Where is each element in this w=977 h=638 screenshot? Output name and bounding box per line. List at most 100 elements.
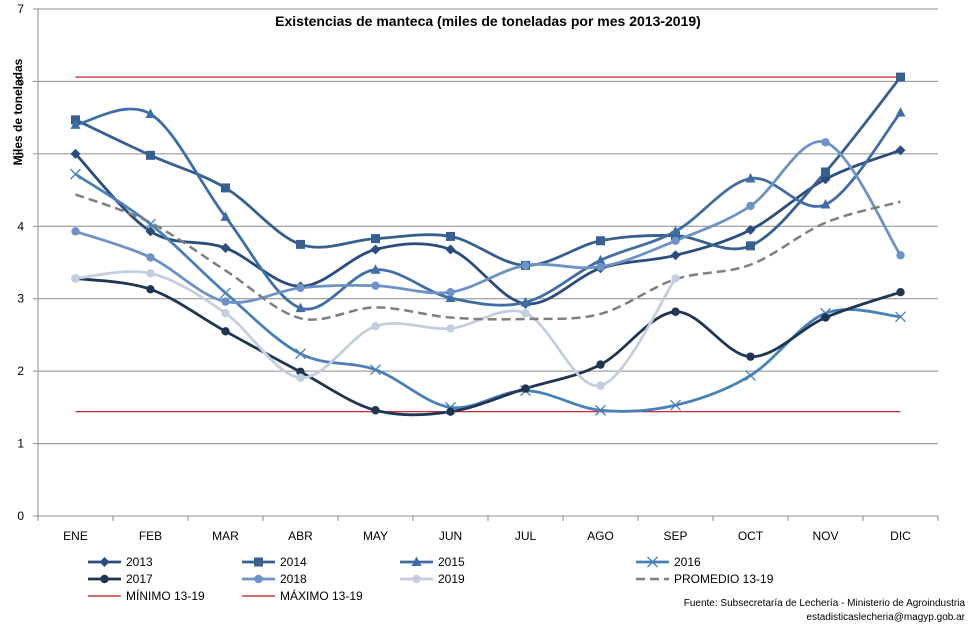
source-credit: Fuente: Subsecretaría de Lechería - Mini… [683, 598, 965, 609]
data-point-2019 [296, 373, 305, 382]
y-tick-label: 7 [17, 2, 24, 16]
legend-item-2017: 2017 [88, 572, 153, 586]
data-point-2016 [370, 364, 381, 376]
data-point-2017 [746, 352, 755, 361]
data-point-2017 [371, 406, 380, 415]
data-point-2014 [371, 234, 380, 244]
y-axis-label: Miles de toneladas [11, 58, 25, 165]
data-point-2013 [445, 244, 456, 255]
data-point-2015 [670, 225, 681, 236]
data-point-2019 [521, 309, 530, 318]
data-point-2014 [671, 231, 680, 241]
x-tick-label: JUL [515, 529, 537, 543]
series-line-2018 [75, 140, 902, 304]
data-point-2016 [145, 218, 156, 230]
y-tick-label: 6 [17, 74, 24, 88]
data-point-2018 [446, 287, 455, 297]
source-email: estadisticaslecheria@magyp.gob.ar [806, 612, 965, 623]
data-point-2016 [295, 348, 306, 360]
data-point-2019 [146, 269, 155, 278]
y-tick-label: 4 [17, 219, 24, 233]
data-point-2017 [896, 287, 905, 297]
x-tick-label: FEB [139, 529, 162, 543]
data-point-2015 [745, 172, 756, 183]
data-point-2014 [896, 72, 905, 82]
data-point-2013 [820, 174, 831, 185]
data-point-2013 [670, 250, 681, 261]
data-point-2015 [820, 199, 831, 209]
data-point-2018 [671, 236, 680, 245]
x-tick-label: DIC [890, 529, 911, 543]
legend-label-2013: 2013 [126, 555, 153, 569]
x-tick-label: NOV [812, 529, 838, 543]
legend-label-2017: 2017 [126, 572, 153, 586]
legend-label-2015: 2015 [438, 555, 465, 569]
data-point-2018 [596, 262, 605, 272]
data-point-2017 [671, 307, 680, 316]
data-point-2016 [220, 287, 231, 299]
data-point-2014 [821, 167, 830, 177]
y-tick-label: 2 [17, 364, 24, 378]
data-point-2014 [221, 183, 230, 193]
y-tick-label: 0 [17, 509, 24, 523]
data-point-2014 [446, 231, 455, 241]
data-point-2013 [895, 145, 906, 156]
y-tick-label: 5 [17, 147, 24, 161]
x-tick-label: ENE [63, 529, 88, 543]
series-line-2015 [75, 107, 902, 311]
data-point-2018 [71, 227, 80, 236]
data-point-2016 [745, 370, 756, 381]
data-point-2013 [220, 243, 231, 254]
data-point-2017 [596, 360, 605, 369]
series-line-2016 [74, 172, 901, 413]
chart-title: Existencias de manteca (miles de tonelad… [275, 13, 701, 29]
data-point-2014 [146, 150, 155, 160]
legend-item-2019: 2019 [400, 572, 465, 586]
legend-label-2014: 2014 [280, 555, 307, 569]
data-point-2017 [221, 327, 230, 336]
data-point-2013 [370, 244, 381, 255]
data-point-2017 [821, 313, 830, 322]
data-point-2018 [821, 138, 830, 147]
data-point-2018 [296, 283, 305, 293]
x-tick-label: MAY [363, 529, 388, 543]
legend-item-2015: 2015 [400, 555, 465, 569]
legend-item-2018: 2018 [242, 572, 307, 586]
y-tick-label: 3 [17, 292, 24, 306]
data-point-2019 [446, 324, 455, 333]
legend-item-maximo-13-19: MÁXIMO 13-19 [242, 588, 363, 603]
data-point-2015 [70, 119, 81, 129]
data-point-2018 [746, 201, 755, 211]
data-point-2019 [671, 274, 680, 283]
data-point-2013 [745, 224, 756, 235]
data-point-2015 [295, 302, 306, 313]
data-point-2019 [371, 322, 380, 331]
x-tick-label: ABR [288, 529, 313, 543]
data-point-2015 [595, 254, 606, 265]
legend-item-2016: 2016 [636, 555, 701, 569]
x-tick-label: SEP [663, 529, 687, 543]
legend-item-2013: 2013 [88, 555, 153, 569]
data-point-2015 [895, 107, 906, 117]
series-line-promedio-13-19 [75, 193, 901, 321]
legend-label-maximo-13-19: MÁXIMO 13-19 [280, 588, 363, 603]
legend-label-promedio-13-19: PROMEDIO 13-19 [674, 572, 774, 586]
data-point-2014 [746, 241, 755, 251]
data-point-2014 [296, 239, 305, 249]
data-point-2014 [596, 236, 605, 246]
data-point-2015 [520, 296, 531, 307]
legend-item-promedio-13-19: PROMEDIO 13-19 [636, 572, 774, 586]
legend-label-2018: 2018 [280, 572, 307, 586]
x-tick-label: MAR [212, 529, 239, 543]
data-point-2015 [370, 264, 381, 274]
data-point-2013 [70, 148, 81, 159]
data-point-2015 [145, 108, 156, 119]
data-point-2018 [371, 281, 380, 290]
legend-item-minimo-13-19: MÍNIMO 13-19 [88, 588, 205, 603]
data-point-2017 [446, 407, 455, 416]
legend-label-2016: 2016 [674, 555, 701, 569]
data-point-2019 [71, 274, 80, 283]
data-point-2016 [70, 168, 81, 180]
data-point-2017 [521, 384, 530, 393]
